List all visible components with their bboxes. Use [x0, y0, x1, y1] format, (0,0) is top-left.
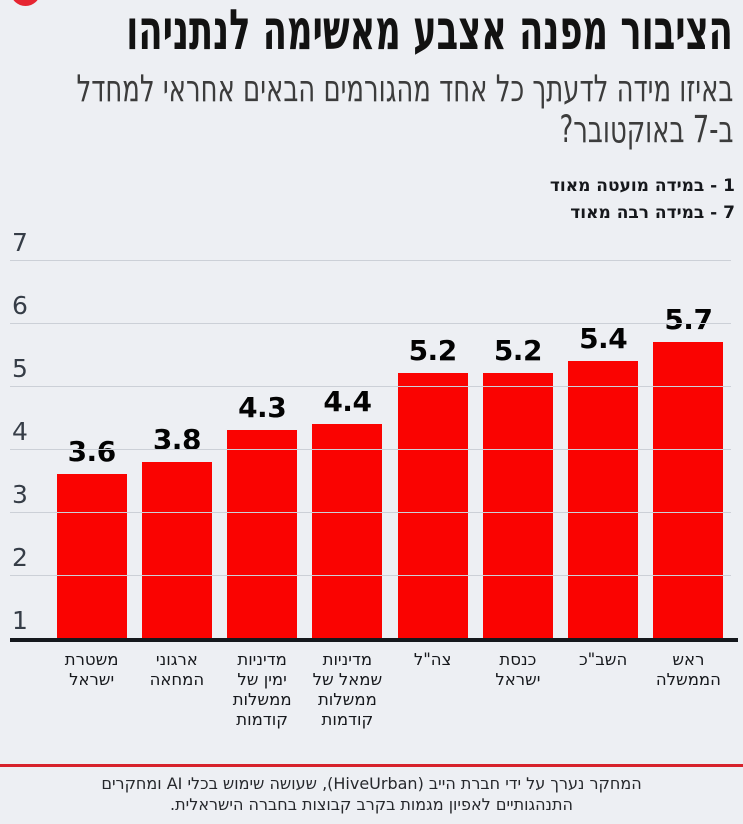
y-axis-tick-label: 7 — [12, 228, 28, 257]
bar — [653, 341, 724, 638]
y-axis-tick-label: 5 — [12, 354, 28, 383]
survey-question-line: ב-7 באוקטובר? — [559, 108, 733, 151]
survey-question: באיזו מידה לדעתך כל אחד מהגורמים הבאים א… — [0, 68, 733, 150]
bar-group: 5.2 — [475, 260, 560, 638]
bar-value-label: 5.4 — [579, 321, 628, 355]
bars-container: 5.7 5.4 5.2 5.2 4.4 4.3 3.8 3.6 — [49, 260, 731, 638]
x-axis-category-label: מדיניות ימין של ממשלות קודמות — [232, 650, 292, 729]
bar-group: 4.4 — [305, 260, 390, 638]
bar — [568, 360, 639, 638]
bar-group: 5.4 — [561, 260, 646, 638]
y-axis-tick-label: 1 — [12, 606, 28, 635]
bar — [141, 461, 212, 638]
gridline — [10, 575, 731, 576]
x-axis-category-label: משטרת ישראל — [64, 650, 119, 689]
bar-value-label: 5.7 — [664, 302, 713, 336]
footer-text-line: המחקר נערך על ידי חברת הייב (HiveUrban),… — [101, 774, 642, 793]
y-axis-tick-label: 2 — [12, 543, 28, 572]
gridline — [10, 512, 731, 513]
footer-text-line: התנהגותיים לאפיון מגמות בקרב קבוצות בחבר… — [170, 795, 573, 814]
x-axis-category-label: צה"ל — [413, 650, 452, 669]
gridline — [10, 260, 731, 261]
bar-value-label: 3.6 — [67, 435, 117, 469]
bar-group: 4.3 — [220, 260, 305, 638]
x-axis-category-label: מדיניות שמאל של ממשלות קודמות — [312, 650, 383, 729]
x-axis-category-label: השב"כ — [578, 650, 628, 669]
bar-group: 3.6 — [49, 260, 134, 638]
page-title-text: הציבור מפנה אצבע מאשימה לנתניהו — [126, 0, 733, 63]
bar-chart: 5.7 5.4 5.2 5.2 4.4 4.3 3.8 3.6 7 6 5 4 3 2 1 — [10, 228, 738, 642]
bar — [482, 373, 553, 638]
gridline — [10, 323, 731, 324]
footer-note: המחקר נערך על ידי חברת הייב (HiveUrban),… — [0, 764, 743, 824]
x-axis-category-label: ראש הממשלה — [655, 650, 721, 689]
bar-group: 5.2 — [390, 260, 475, 638]
bar — [227, 430, 298, 638]
page-title: הציבור מפנה אצבע מאשימה לנתניהו — [0, 0, 733, 62]
x-axis-line — [10, 638, 738, 642]
y-axis-tick-label: 3 — [12, 480, 28, 509]
scale-max-label: 7 - במידה רבה מאוד — [570, 203, 735, 223]
bar-value-label: 4.4 — [323, 384, 372, 418]
logo-dot-icon — [11, 0, 40, 6]
x-axis-labels: ראש הממשלה השב"כ כנסת ישראל צה"ל מדיניות שמא… — [49, 650, 731, 730]
bar — [312, 423, 383, 638]
gridline — [10, 386, 731, 387]
bar-value-label: 5.2 — [493, 334, 543, 368]
x-axis-category-label: כנסת ישראל — [495, 650, 541, 689]
y-axis-tick-label: 4 — [12, 417, 28, 446]
bar-value-label: 3.8 — [152, 422, 202, 456]
gridline — [10, 449, 731, 450]
bar-group: 5.7 — [646, 260, 731, 638]
survey-question-line: באיזו מידה לדעתך כל אחד מהגורמים הבאים א… — [76, 67, 733, 110]
bar-value-label: 4.3 — [238, 391, 287, 425]
x-axis-category-label: ארגוני המחאה — [149, 650, 205, 689]
bar — [56, 474, 127, 638]
scale-legend: 1 - במידה מועטה מאוד 7 - במידה רבה מאוד — [135, 173, 735, 227]
scale-min-label: 1 - במידה מועטה מאוד — [549, 176, 735, 196]
bar-group: 3.8 — [134, 260, 219, 638]
bar — [397, 373, 468, 638]
y-axis-tick-label: 6 — [12, 291, 28, 320]
bar-value-label: 5.2 — [408, 334, 458, 368]
